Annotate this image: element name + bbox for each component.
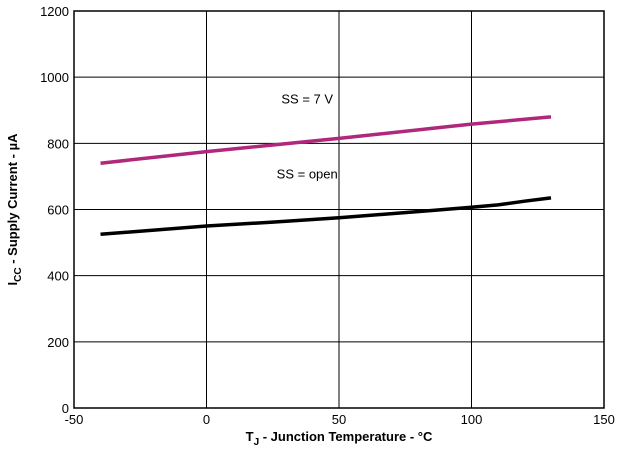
y-tick-label: 1200 [40,4,69,19]
x-axis-title-sub: J [254,437,260,448]
y-axis-title: ICC - Supply Current - µA [5,133,24,286]
x-tick-label: 150 [593,412,615,427]
x-axis-title-main: T [246,429,254,444]
x-axis-title-rest: - Junction Temperature - °C [259,429,433,444]
x-tick-label: 100 [461,412,483,427]
series-label-1: SS = 7 V [281,92,333,107]
y-tick-label: 1000 [40,70,69,85]
x-tick-label: -50 [65,412,84,427]
y-tick-labels: 0 200 400 600 800 1000 1200 [40,4,69,416]
y-axis-title-sub: CC [13,267,24,281]
y-axis-title-main: I [5,282,20,286]
series-line-1 [100,115,552,165]
series-group [100,115,552,237]
y-tick-label: 0 [62,401,69,416]
series-line-2 [100,196,552,237]
y-tick-label: 800 [47,136,69,151]
plot-frame [73,10,605,409]
series-labels: SS = 7 V SS = open [277,92,338,182]
x-tick-labels: -50 0 50 100 150 [65,412,615,427]
x-tick-label: 0 [203,412,210,427]
x-axis-title: TJ - Junction Temperature - °C [246,429,433,448]
y-tick-label: 200 [47,335,69,350]
y-tick-label: 400 [47,269,69,284]
y-axis-title-rest: - Supply Current - µA [5,133,20,267]
y-tick-label: 600 [47,203,69,218]
x-tick-label: 50 [332,412,346,427]
grid-lines [74,11,604,408]
series-label-2: SS = open [277,167,338,182]
